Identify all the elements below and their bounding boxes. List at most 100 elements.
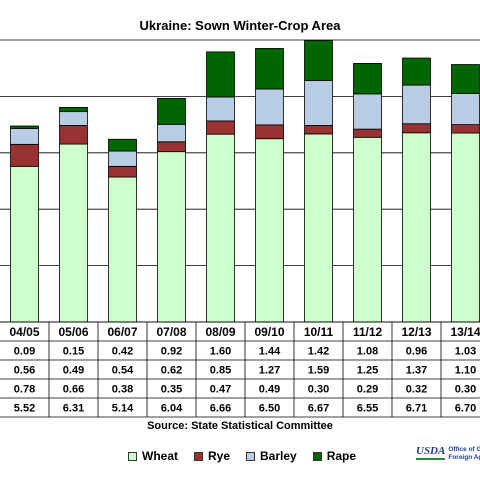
table-cell-barley: 1.10 <box>455 365 476 377</box>
table-cell-wheat: 6.31 <box>63 403 84 415</box>
bar-wheat <box>206 133 235 323</box>
table-cell-barley: 0.56 <box>14 365 35 377</box>
table-cell-rye: 0.78 <box>14 384 35 396</box>
table-cell-rape: 0.96 <box>406 346 427 358</box>
bar-rye <box>353 128 382 138</box>
table-cell-wheat: 5.14 <box>112 403 134 415</box>
category-label: 12/13 <box>401 325 431 339</box>
office-text: Office of G Foreign Ag <box>448 446 480 461</box>
bar-rape <box>10 125 39 129</box>
bar-barley <box>451 93 480 126</box>
table-cell-rye: 0.35 <box>161 384 182 396</box>
table-cell-rape: 0.92 <box>161 346 182 358</box>
table-cell-rape: 0.42 <box>112 346 133 358</box>
bar-wheat <box>451 132 480 323</box>
legend-swatch <box>246 451 256 461</box>
bar-barley <box>353 93 382 130</box>
table-cell-rye: 0.49 <box>259 384 280 396</box>
bar-wheat <box>304 133 333 323</box>
bar-barley <box>108 150 137 167</box>
table-cell-barley: 0.62 <box>161 365 182 377</box>
legend-label: Barley <box>260 449 297 463</box>
bar-rape <box>255 48 284 90</box>
category-label: 08/09 <box>205 325 235 339</box>
bar-rape <box>451 64 480 94</box>
table-cell-rape: 1.44 <box>259 346 281 358</box>
legend-label: Rye <box>208 449 231 463</box>
bar-wheat <box>157 151 186 323</box>
bar-wheat <box>108 176 137 323</box>
bar-rye <box>255 124 284 140</box>
bar-wheat <box>255 138 284 323</box>
table-cell-barley: 0.54 <box>112 365 134 377</box>
table-cell-wheat: 6.04 <box>161 403 183 415</box>
table-cell-rape: 1.03 <box>455 346 476 358</box>
table-cell-rye: 0.38 <box>112 384 133 396</box>
table-cell-rape: 1.08 <box>357 346 378 358</box>
bar-rye <box>451 124 480 134</box>
table-cell-rye: 0.30 <box>308 384 329 396</box>
bar-wheat <box>59 143 88 323</box>
legend-item-rape: Rape <box>312 449 357 463</box>
legend-swatch <box>128 451 137 461</box>
bar-rye <box>10 143 39 167</box>
legend-item-rye: Rye <box>194 449 230 463</box>
bar-wheat <box>353 136 382 323</box>
table-cell-rye: 0.30 <box>455 384 476 396</box>
source-note: Source: State Statistical Committee <box>147 420 333 432</box>
table-cell-wheat: 6.70 <box>455 403 476 415</box>
table-cell-rape: 1.60 <box>210 346 231 358</box>
usda-logo-text: USDA <box>416 446 446 460</box>
category-label: 13/14 <box>450 325 480 339</box>
bar-rape <box>108 138 137 152</box>
bar-rye <box>59 125 88 145</box>
table-cell-wheat: 6.55 <box>357 403 378 415</box>
table-cell-wheat: 6.67 <box>308 403 329 415</box>
legend-item-wheat: Wheat <box>128 449 178 463</box>
bar-rape <box>157 97 186 125</box>
bar-rape <box>402 57 431 86</box>
bar-barley <box>157 123 186 143</box>
bar-barley <box>402 84 431 125</box>
bar-barley <box>304 80 333 126</box>
table-cell-wheat: 6.66 <box>210 403 231 415</box>
table-cell-barley: 0.85 <box>210 365 231 377</box>
category-label: 05/06 <box>58 325 88 339</box>
bar-wheat <box>402 132 431 323</box>
bar-barley <box>206 96 235 122</box>
chart-title: Ukraine: Sown Winter-Crop Area <box>139 18 341 33</box>
bar-rye <box>157 141 186 153</box>
table-cell-barley: 0.49 <box>63 365 84 377</box>
table-cell-rape: 0.15 <box>63 346 84 358</box>
legend-label: Rape <box>326 449 357 463</box>
chart-legend: Wheat Rye Barley Rape <box>128 446 356 466</box>
table-cell-wheat: 6.71 <box>406 403 427 415</box>
table-cell-barley: 1.37 <box>406 365 427 377</box>
bar-rape <box>304 40 333 82</box>
bar-barley <box>255 88 284 126</box>
table-cell-rape: 1.42 <box>308 346 329 358</box>
legend-label: Wheat <box>142 449 178 463</box>
table-cell-wheat: 6.50 <box>259 403 280 415</box>
legend-swatch <box>312 451 322 461</box>
bar-rape <box>206 51 235 98</box>
table-cell-barley: 1.25 <box>357 365 378 377</box>
table-cell-rye: 0.32 <box>406 384 427 396</box>
table-cell-barley: 1.59 <box>308 365 329 377</box>
bar-rye <box>402 123 431 134</box>
bar-rye <box>108 165 137 178</box>
table-cell-rye: 0.47 <box>210 384 231 396</box>
category-label: 06/07 <box>107 325 137 339</box>
usda-logo: USDA Office of G Foreign Ag <box>416 446 480 472</box>
table-cell-rape: 0.09 <box>14 346 35 358</box>
bar-barley <box>10 128 39 145</box>
category-label: 07/08 <box>156 325 186 339</box>
table-cell-wheat: 5.52 <box>14 403 35 415</box>
legend-swatch <box>194 451 203 461</box>
bar-rape <box>59 106 88 113</box>
table-cell-barley: 1.27 <box>259 365 280 377</box>
bar-rape <box>353 63 382 95</box>
bar-rye <box>206 120 235 135</box>
